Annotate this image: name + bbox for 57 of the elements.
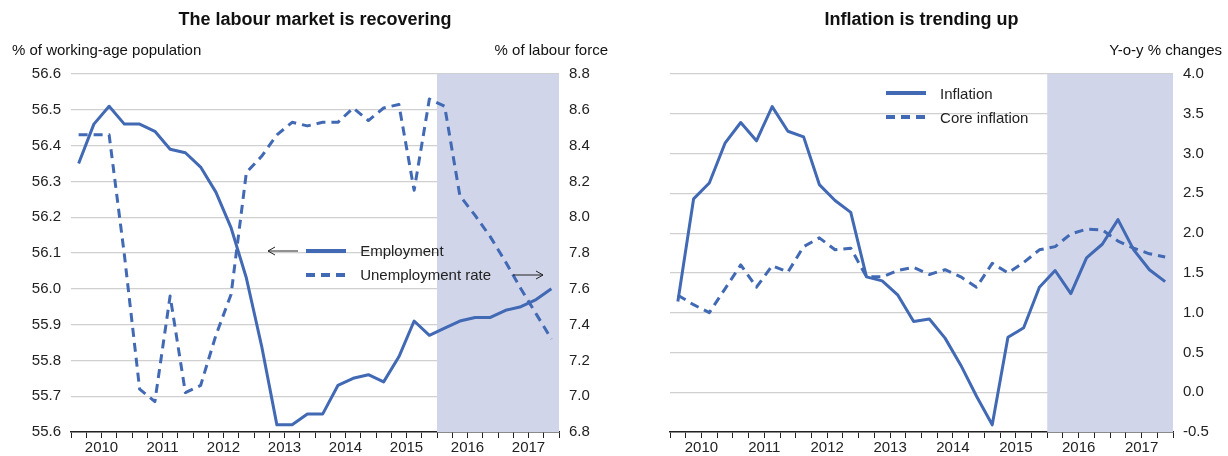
chart-title: The labour market is recovering [178, 9, 452, 29]
x-tick-label: 2017 [1124, 438, 1159, 456]
x-tick-label: 2016 [450, 438, 485, 456]
x-tick-label: 2012 [810, 438, 844, 456]
x-tick-label: 2011 [146, 438, 179, 456]
x-tick-label: 2010 [684, 438, 719, 456]
legend-label: Employment [360, 242, 444, 260]
y2-tick-label: 8.4 [569, 135, 590, 153]
y2-tick-label: 8.0 [569, 207, 590, 225]
x-tick-label: 2015 [999, 438, 1033, 456]
y2-tick-label: 7.2 [569, 350, 590, 368]
y2-tick-label: 8.6 [569, 99, 590, 117]
y-tick-label: 56.3 [31, 171, 61, 189]
x-tick-label: 2011 [748, 438, 781, 456]
y2-tick-label: 7.0 [569, 386, 590, 404]
y-tick-label: 55.9 [31, 314, 61, 332]
y-tick-label: 55.8 [31, 350, 61, 368]
y2-tick-label: 1.0 [1183, 302, 1204, 320]
y2-tick-label: 2.0 [1183, 223, 1204, 241]
y-tick-label: 56.2 [31, 207, 61, 225]
x-tick-label: 2014 [328, 438, 363, 456]
y-tick-label: 56.6 [31, 64, 61, 82]
y2-axis-title: % of labour force [494, 41, 608, 58]
y2-axis-title: Y-o-y % changes [1109, 41, 1222, 58]
y2-tick-label: 8.8 [569, 64, 590, 82]
legend-label: Unemployment rate [360, 266, 492, 284]
y2-tick-label: 7.8 [569, 243, 590, 261]
y2-tick-label: 8.2 [569, 171, 590, 189]
x-tick-label: 2015 [389, 438, 424, 456]
legend-label: Inflation [940, 84, 993, 102]
y2-tick-label: 3.5 [1183, 103, 1204, 121]
chart-title: Inflation is trending up [824, 9, 1019, 29]
y-tick-label: 56.5 [31, 99, 61, 117]
x-tick-label: 2012 [206, 438, 241, 456]
y-axis-title: % of working-age population [12, 41, 202, 58]
y2-tick-label: 0.0 [1183, 382, 1204, 400]
y-tick-label: 56.0 [31, 278, 61, 296]
x-tick-label: 2017 [511, 438, 546, 456]
y2-tick-label: 6.8 [569, 422, 590, 440]
x-tick-label: 2010 [84, 438, 119, 456]
y2-tick-label: 7.6 [569, 278, 590, 296]
legend-label: Core inflation [940, 108, 1029, 126]
y-tick-label: 56.4 [31, 135, 61, 153]
y2-tick-label: 4.0 [1183, 64, 1204, 82]
y2-tick-label: -0.5 [1183, 422, 1209, 440]
x-tick-label: 2016 [1062, 438, 1096, 456]
x-tick-label: 2014 [936, 438, 970, 456]
y2-tick-label: 0.5 [1183, 342, 1204, 360]
x-tick-label: 2013 [267, 438, 302, 456]
y2-tick-label: 1.5 [1183, 263, 1204, 281]
y2-tick-label: 2.5 [1183, 183, 1204, 201]
x-tick-label: 2013 [873, 438, 907, 456]
y-tick-label: 56.1 [31, 243, 61, 261]
y-tick-label: 55.7 [31, 386, 61, 404]
y2-tick-label: 3.0 [1183, 143, 1204, 161]
y2-tick-label: 7.4 [569, 314, 590, 332]
y-tick-label: 55.6 [31, 422, 61, 440]
